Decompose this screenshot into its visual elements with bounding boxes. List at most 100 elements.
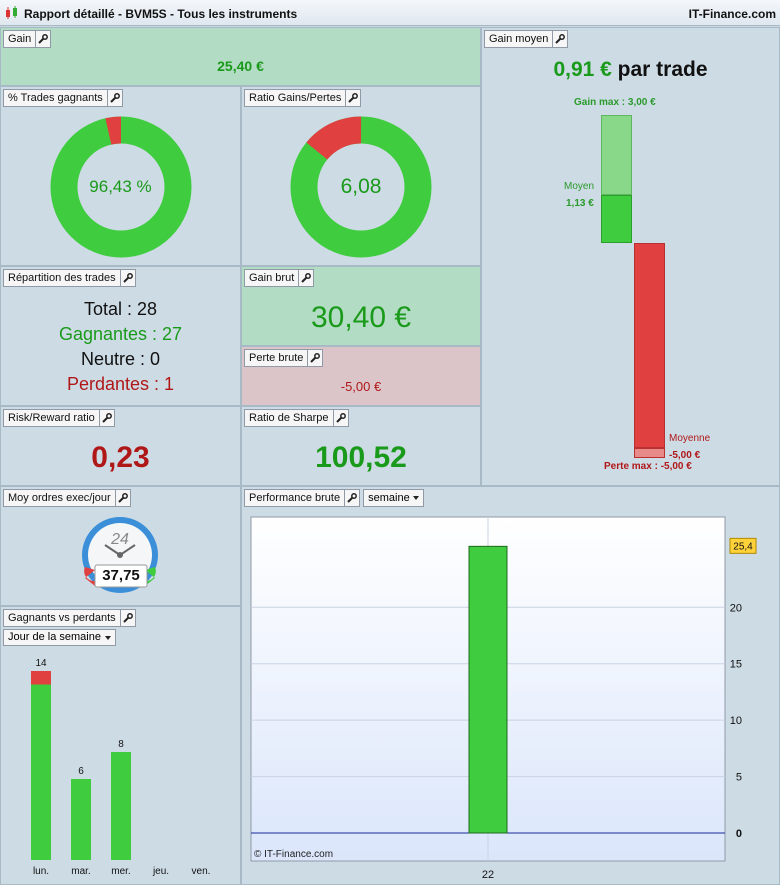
day-label: mar.: [71, 866, 90, 877]
performance-chart: 0 5 10 15 20 22 25,4: [250, 516, 757, 881]
bar-total-label: 14: [35, 658, 47, 669]
settings-wrench-icon[interactable]: [119, 609, 136, 627]
y-tick-label: 0: [736, 828, 742, 840]
chevron-down-icon: [412, 496, 419, 500]
window-titlebar: Rapport détaillé - BVM5S - Tous les inst…: [0, 0, 780, 26]
repartition-panel: Répartition des trades Total : 28 Gagnan…: [0, 266, 241, 406]
settings-wrench-icon[interactable]: [35, 30, 52, 48]
perte-brute-title: Perte brute: [244, 349, 308, 367]
neutral-trades: Neutre : 0: [80, 349, 161, 369]
gain-bar-avg: [601, 195, 632, 243]
ratio-gp-value: 6,08: [340, 175, 382, 198]
ratio-gp-donut: [290, 116, 432, 258]
sharpe-title: Ratio de Sharpe: [244, 409, 333, 427]
gain-moyen-title: Gain moyen: [484, 30, 553, 48]
settings-wrench-icon[interactable]: [106, 89, 123, 107]
loss-bar: [634, 243, 665, 448]
gain-brut-value: 30,40 €: [310, 301, 412, 334]
last-value-label: 25,4: [733, 541, 753, 552]
gain-moyen-headline: 0,91 € par trade: [482, 58, 779, 82]
gain-bar-max: [601, 115, 632, 195]
brand-label: IT-Finance.com: [688, 7, 776, 21]
watermark: © IT-Finance.com: [254, 849, 334, 860]
loss-bar-max: [634, 448, 665, 458]
y-tick-label: 20: [730, 602, 742, 614]
pct-trades-donut: [50, 116, 192, 258]
day-of-week-select-label: Jour de la semaine: [8, 631, 101, 643]
settings-wrench-icon[interactable]: [119, 269, 136, 287]
risk-reward-title: Risk/Reward ratio: [3, 409, 99, 427]
settings-wrench-icon[interactable]: [332, 409, 349, 427]
gagnants-perdants-panel: Gagnants vs perdants Jour de la semaine …: [0, 606, 241, 885]
gain-panel-header: Gain: [3, 30, 52, 48]
period-select[interactable]: semaine: [363, 489, 424, 507]
gain-max-label: Gain max : 3,00 €: [574, 97, 656, 108]
performance-bar: [468, 545, 508, 834]
gain-moyen-suffix: par trade: [617, 58, 708, 81]
winning-trades: Gagnantes : 27: [58, 324, 183, 344]
day-label: lun.: [33, 866, 49, 877]
gain-value: 25,40 €: [217, 58, 264, 74]
bar-total-label: 6: [78, 766, 84, 777]
pct-trades-title: % Trades gagnants: [3, 89, 107, 107]
day-label: ven.: [192, 866, 211, 877]
moy-ordres-header: Moy ordres exec/jour: [3, 489, 131, 507]
perte-brute-panel: Perte brute -5,00 €: [241, 346, 481, 406]
ratio-gp-title: Ratio Gains/Pertes: [244, 89, 346, 107]
pct-trades-value: 96,43 %: [89, 177, 152, 196]
x-tick-label: 22: [482, 869, 494, 881]
moyenne-value: -5,00 €: [669, 450, 701, 461]
settings-wrench-icon[interactable]: [552, 30, 569, 48]
total-trades: Total : 28: [83, 299, 158, 319]
candlestick-logo-icon: [6, 6, 17, 19]
y-tick-label: 5: [736, 772, 742, 784]
clock-icon: [82, 517, 158, 593]
risk-reward-header: Risk/Reward ratio: [3, 409, 115, 427]
performance-title: Performance brute: [244, 489, 345, 507]
gain-brut-header: Gain brut: [244, 269, 315, 287]
settings-wrench-icon[interactable]: [114, 489, 131, 507]
gain-title: Gain: [3, 30, 36, 48]
day-label: jeu.: [152, 866, 169, 877]
settings-wrench-icon[interactable]: [345, 89, 362, 107]
winning-bar: [31, 684, 51, 860]
losing-trades: Perdantes : 1: [66, 374, 175, 394]
moyenne-label: Moyenne: [669, 433, 711, 444]
settings-wrench-icon[interactable]: [98, 409, 115, 427]
gain-moyen-panel: Gain moyen 0,91 € par trade Gain max : 3…: [481, 27, 780, 486]
perte-brute-value: -5,00 €: [340, 379, 382, 394]
window-title: Rapport détaillé - BVM5S - Tous les inst…: [24, 7, 298, 21]
settings-wrench-icon[interactable]: [298, 269, 315, 287]
settings-wrench-icon[interactable]: [307, 349, 324, 367]
winning-bar: [71, 779, 91, 860]
y-tick-label: 10: [730, 715, 742, 727]
pct-trades-header: % Trades gagnants: [3, 89, 123, 107]
performance-header: Performance brute semaine: [244, 489, 424, 507]
gagnants-perdants-chart: 14 lun. 6 mar. 8 mer. jeu. ven.: [31, 658, 211, 877]
gain-moyen-value: 0,91 €: [553, 58, 612, 81]
pct-trades-panel: % Trades gagnants 96,43 %: [0, 86, 241, 266]
moy-ordres-title: Moy ordres exec/jour: [3, 489, 115, 507]
day-of-week-select[interactable]: Jour de la semaine: [3, 629, 116, 646]
period-select-label: semaine: [368, 492, 410, 504]
gain-panel: Gain 25,40 €: [0, 27, 481, 86]
sharpe-panel: Ratio de Sharpe 100,52: [241, 406, 481, 486]
sharpe-value: 100,52: [315, 441, 407, 474]
settings-wrench-icon[interactable]: [344, 489, 361, 507]
y-tick-label: 15: [730, 659, 742, 671]
sharpe-header: Ratio de Sharpe: [244, 409, 349, 427]
gagnants-perdants-title: Gagnants vs perdants: [3, 609, 120, 627]
donut-loss-slice: [50, 116, 192, 258]
repartition-title: Répartition des trades: [3, 269, 120, 287]
performance-panel: Performance brute semaine 0 5 10 15 20 22 25,4…: [241, 486, 780, 885]
risk-reward-panel: Risk/Reward ratio 0,23: [0, 406, 241, 486]
last-value-badge: [729, 537, 757, 554]
chevron-down-icon: [104, 635, 111, 640]
moyen-label: Moyen: [564, 181, 595, 192]
gain-brut-panel: Gain brut 30,40 €: [241, 266, 481, 346]
gain-brut-title: Gain brut: [244, 269, 299, 287]
winning-bar: [111, 752, 131, 860]
moy-ordres-panel: Moy ordres exec/jour 24 37,75: [0, 486, 241, 606]
perte-brute-header: Perte brute: [244, 349, 324, 367]
ratio-gp-header: Ratio Gains/Pertes: [244, 89, 362, 107]
